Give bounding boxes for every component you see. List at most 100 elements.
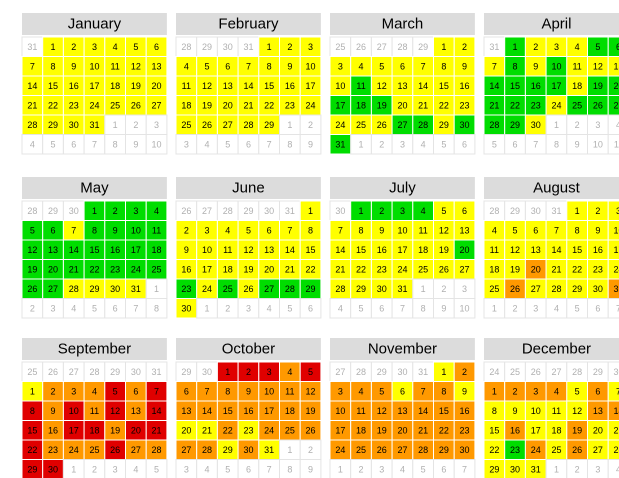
day-number: 13 <box>531 245 541 255</box>
day-number: 13 <box>264 245 274 255</box>
day-number: 11 <box>490 245 499 255</box>
day-number: 23 <box>181 284 191 294</box>
day-number: 17 <box>202 264 212 274</box>
day-number: 27 <box>614 100 619 110</box>
day-number: 29 <box>439 120 449 130</box>
day-number: 24 <box>614 264 619 274</box>
day-number: 28 <box>551 284 561 294</box>
day-number: 4 <box>338 303 343 313</box>
day-number: 17 <box>306 81 316 91</box>
month-header <box>330 13 475 35</box>
day-number: 10 <box>335 81 345 91</box>
month-name: June <box>232 180 265 197</box>
day-number: 12 <box>306 386 316 396</box>
day-number: 5 <box>92 303 97 313</box>
day-number: 27 <box>202 206 212 216</box>
day-number: 4 <box>359 386 364 396</box>
day-number: 16 <box>48 425 58 435</box>
day-number: 4 <box>287 367 292 377</box>
day-number: 11 <box>552 406 561 416</box>
month-name: July <box>389 180 416 197</box>
day-number: 5 <box>379 61 384 71</box>
day-number: 8 <box>154 303 159 313</box>
day-number: 7 <box>205 386 210 396</box>
day-number: 20 <box>614 81 619 91</box>
day-number: 19 <box>243 264 253 274</box>
day-number: 8 <box>513 61 518 71</box>
day-number: 8 <box>113 139 118 149</box>
day-number: 29 <box>510 206 520 216</box>
day-number: 28 <box>418 445 428 455</box>
day-number: 18 <box>418 245 428 255</box>
day-number: 21 <box>152 425 162 435</box>
day-number: 31 <box>335 139 345 149</box>
day-number: 29 <box>489 464 499 474</box>
day-number: 30 <box>110 284 120 294</box>
day-number: 14 <box>69 245 79 255</box>
day-number: 13 <box>593 406 603 416</box>
month-name: October <box>222 341 275 358</box>
day-number: 2 <box>513 386 518 396</box>
day-number: 6 <box>462 139 467 149</box>
day-number: 31 <box>27 42 37 52</box>
day-number: 31 <box>418 367 428 377</box>
day-number: 6 <box>184 386 189 396</box>
day-number: 26 <box>243 284 253 294</box>
day-number: 10 <box>397 225 407 235</box>
day-number: 1 <box>359 206 364 216</box>
day-number: 8 <box>92 225 97 235</box>
day-number: 8 <box>554 139 559 149</box>
day-number: 9 <box>575 139 580 149</box>
day-number: 31 <box>152 367 162 377</box>
day-number: 16 <box>531 81 541 91</box>
day-number: 25 <box>27 367 37 377</box>
month: December24252627282930123456789101112131… <box>483 338 619 478</box>
day-number: 19 <box>306 406 316 416</box>
day-number: 6 <box>133 386 138 396</box>
day-number: 19 <box>27 264 37 274</box>
day-number: 6 <box>225 61 230 71</box>
day-number: 7 <box>421 61 426 71</box>
day-number: 11 <box>285 386 294 396</box>
day-number: 21 <box>418 100 428 110</box>
day-number: 12 <box>131 61 141 71</box>
month-header <box>176 338 321 360</box>
day-number: 7 <box>462 464 467 474</box>
day-number: 3 <box>71 386 76 396</box>
day-number: 6 <box>400 61 405 71</box>
day-number: 7 <box>616 303 619 313</box>
day-number: 30 <box>397 367 407 377</box>
day-number: 11 <box>90 406 99 416</box>
day-number: 23 <box>531 100 541 110</box>
day-number: 2 <box>92 464 97 474</box>
month-name: May <box>80 180 109 197</box>
day-number: 9 <box>71 61 76 71</box>
day-number: 7 <box>246 61 251 71</box>
day-number: 20 <box>223 100 233 110</box>
day-number: 13 <box>397 81 407 91</box>
day-number: 8 <box>575 225 580 235</box>
day-number: 3 <box>533 386 538 396</box>
day-number: 9 <box>184 245 189 255</box>
day-number: 26 <box>377 445 387 455</box>
day-number: 13 <box>614 61 619 71</box>
day-number: 19 <box>593 81 603 91</box>
day-number: 3 <box>400 206 405 216</box>
day-number: 26 <box>110 445 120 455</box>
day-number: 16 <box>69 81 79 91</box>
day-number: 5 <box>595 42 600 52</box>
day-number: 4 <box>225 225 230 235</box>
month-header <box>22 13 167 35</box>
day-number: 21 <box>335 264 345 274</box>
day-number: 6 <box>246 139 251 149</box>
day-number: 25 <box>356 120 366 130</box>
day-number: 15 <box>439 406 449 416</box>
day-number: 1 <box>51 42 56 52</box>
day-number: 14 <box>614 406 619 416</box>
day-number: 31 <box>397 284 407 294</box>
day-number: 11 <box>356 406 365 416</box>
day-number: 10 <box>551 61 561 71</box>
day-number: 1 <box>92 206 97 216</box>
